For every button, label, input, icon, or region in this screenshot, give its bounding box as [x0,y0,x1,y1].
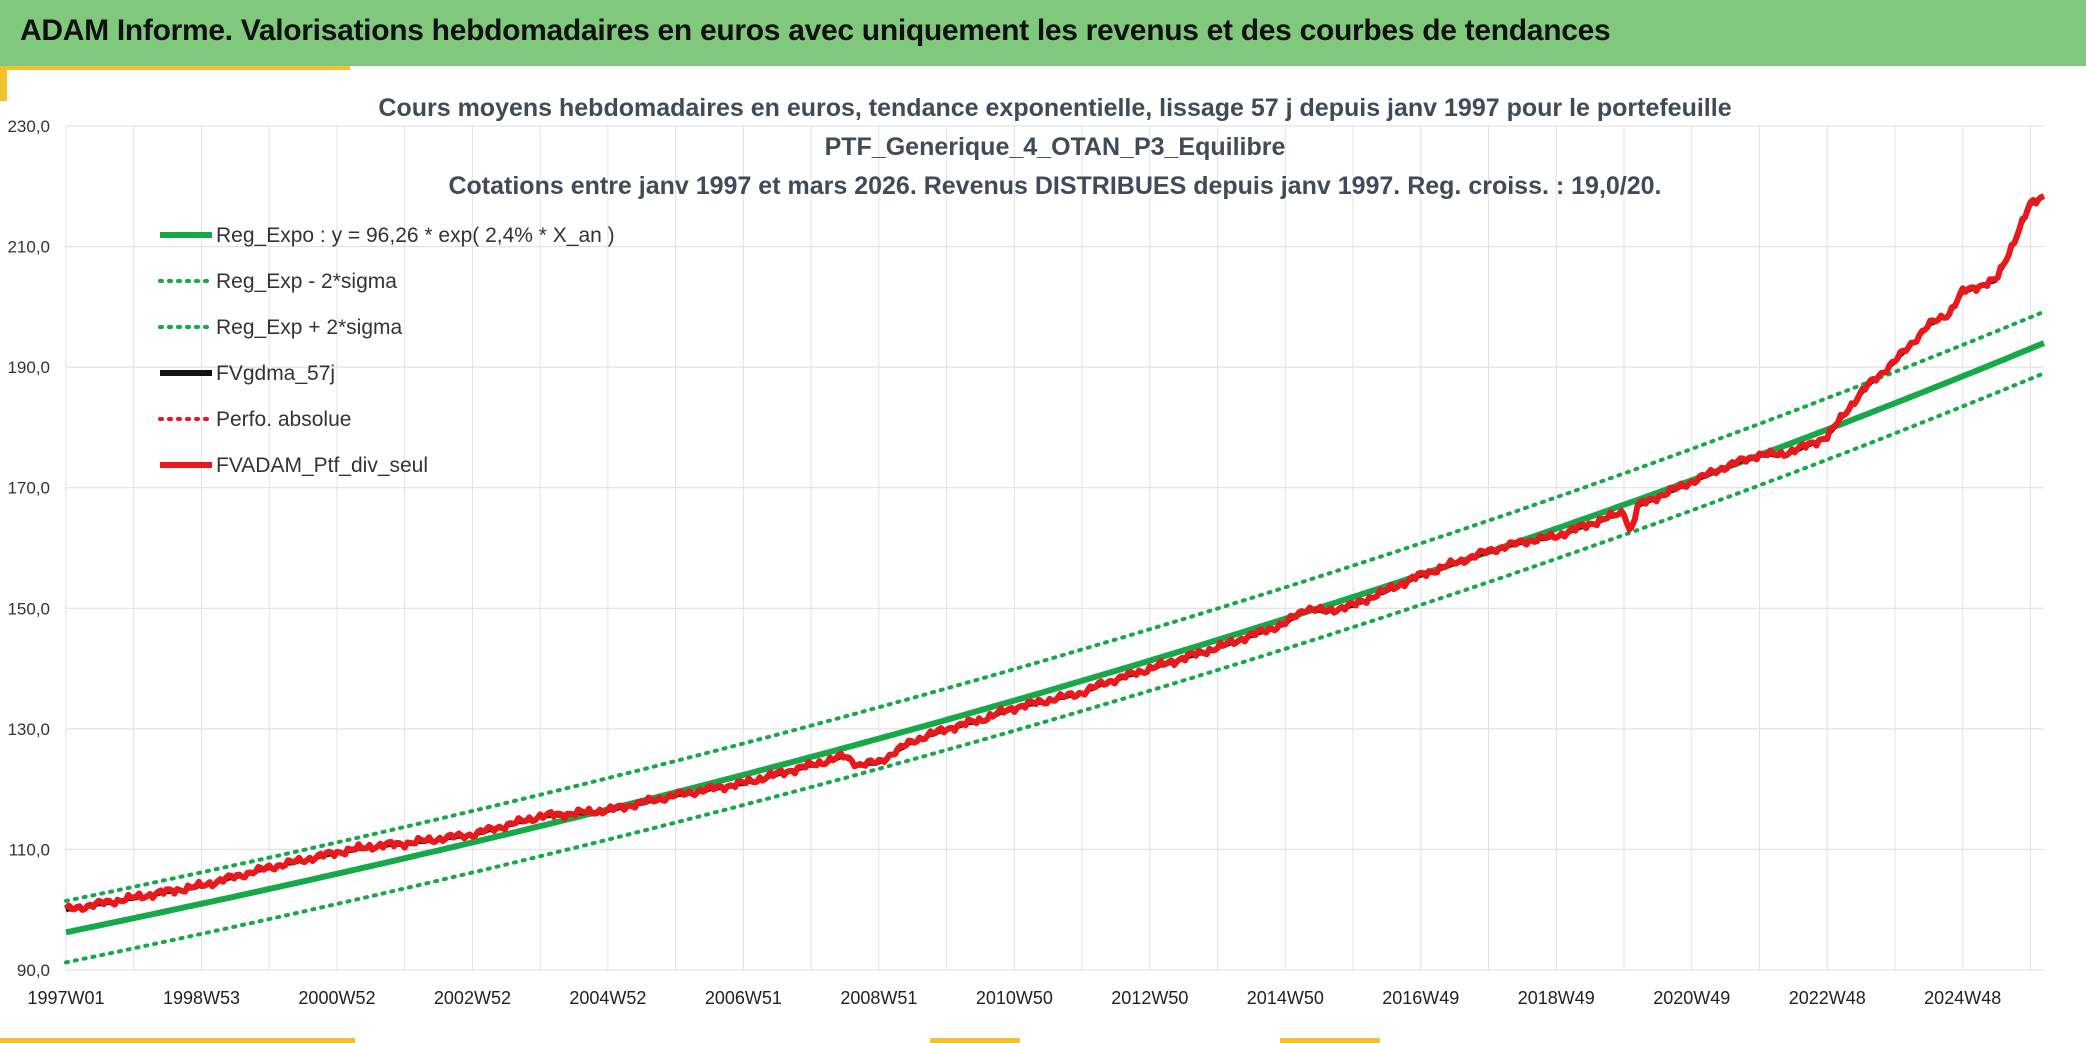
y-tick-label: 150,0 [7,599,50,618]
y-tick-label: 190,0 [7,358,50,377]
y-tick-label: 130,0 [7,720,50,739]
grid [65,125,2044,971]
y-tick-label: 170,0 [7,479,50,498]
y-tick-label: 110,0 [9,840,50,859]
chart-title: Cours moyens hebdomadaires en euros, ten… [378,94,1731,200]
accent-stripe-left [0,66,7,101]
accent-stripe-top [0,66,350,70]
legend-label: FVgdma_57j [216,362,335,385]
y-axis: 90,0 110,0 130,0 150,0 170,0 190,0 210,0 230,0 [7,117,50,980]
x-tick-label: 2012W50 [1111,988,1188,1008]
x-tick-label: 2004W52 [569,988,646,1008]
x-axis: 1997W01 1998W53 2000W52 2002W52 2004W52 2006W… [27,988,2001,1008]
x-tick-label: 2022W48 [1789,988,1866,1008]
chart-title-line: Cours moyens hebdomadaires en euros, ten… [378,94,1731,122]
series-layer [63,193,2046,965]
x-tick-label: 1997W01 [27,988,104,1008]
accent-stripe-bottom [1280,1038,1380,1043]
accent-stripe-bottom [0,1038,355,1043]
legend-label: Reg_Expo : y = 96,26 * exp( 2,4% * X_an … [216,224,615,247]
x-tick-label: 2014W50 [1247,988,1324,1008]
chart-title-line: Cotations entre janv 1997 et mars 2026. … [448,172,1661,200]
y-tick-label: 90,0 [17,961,50,980]
y-tick-label: 230,0 [7,117,50,136]
legend-label: FVADAM_Ptf_div_seul [216,454,428,477]
x-tick-label: 2002W52 [434,988,511,1008]
page-title: ADAM Informe. Valorisations hebdomadaire… [20,14,1611,47]
x-tick-label: 2020W49 [1653,988,1730,1008]
accent-stripe-bottom [930,1038,1020,1043]
x-tick-label: 2024W48 [1924,988,2001,1008]
x-tick-label: 2006W51 [705,988,782,1008]
x-tick-label: 1998W53 [163,988,240,1008]
header-bar: ADAM Informe. Valorisations hebdomadaire… [0,0,2086,66]
legend-label: Reg_Exp - 2*sigma [216,270,397,293]
legend-label: Reg_Exp + 2*sigma [216,316,403,339]
y-tick-label: 210,0 [7,238,50,257]
series-fvadam-ptf-div-seul [63,193,2045,913]
series-reg-plus-2sigma [64,309,2046,903]
x-tick-label: 2010W50 [976,988,1053,1008]
x-tick-label: 2016W49 [1382,988,1459,1008]
legend-label: Perfo. absolue [216,408,351,431]
series-fvgdma-57j [65,195,2045,913]
x-tick-label: 2018W49 [1518,988,1595,1008]
chart-title-line: PTF_Generique_4_OTAN_P3_Equilibre [825,133,1286,161]
x-tick-label: 2008W51 [840,988,917,1008]
series-reg-minus-2sigma [64,371,2046,965]
series-reg-expo [65,340,2046,936]
x-tick-label: 2000W52 [298,988,375,1008]
legend: Reg_Expo : y = 96,26 * exp( 2,4% * X_an … [158,224,615,477]
